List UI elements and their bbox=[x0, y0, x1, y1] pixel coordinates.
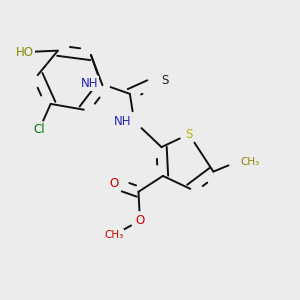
Text: Cl: Cl bbox=[33, 123, 45, 136]
Text: O: O bbox=[135, 214, 145, 227]
Text: CH₃: CH₃ bbox=[104, 230, 124, 240]
Text: CH₃: CH₃ bbox=[241, 157, 260, 166]
Text: S: S bbox=[185, 128, 193, 141]
Text: NH: NH bbox=[114, 115, 131, 128]
Text: HO: HO bbox=[16, 46, 34, 59]
Text: S: S bbox=[161, 74, 169, 87]
Text: O: O bbox=[110, 177, 118, 190]
Text: NH: NH bbox=[81, 77, 98, 90]
